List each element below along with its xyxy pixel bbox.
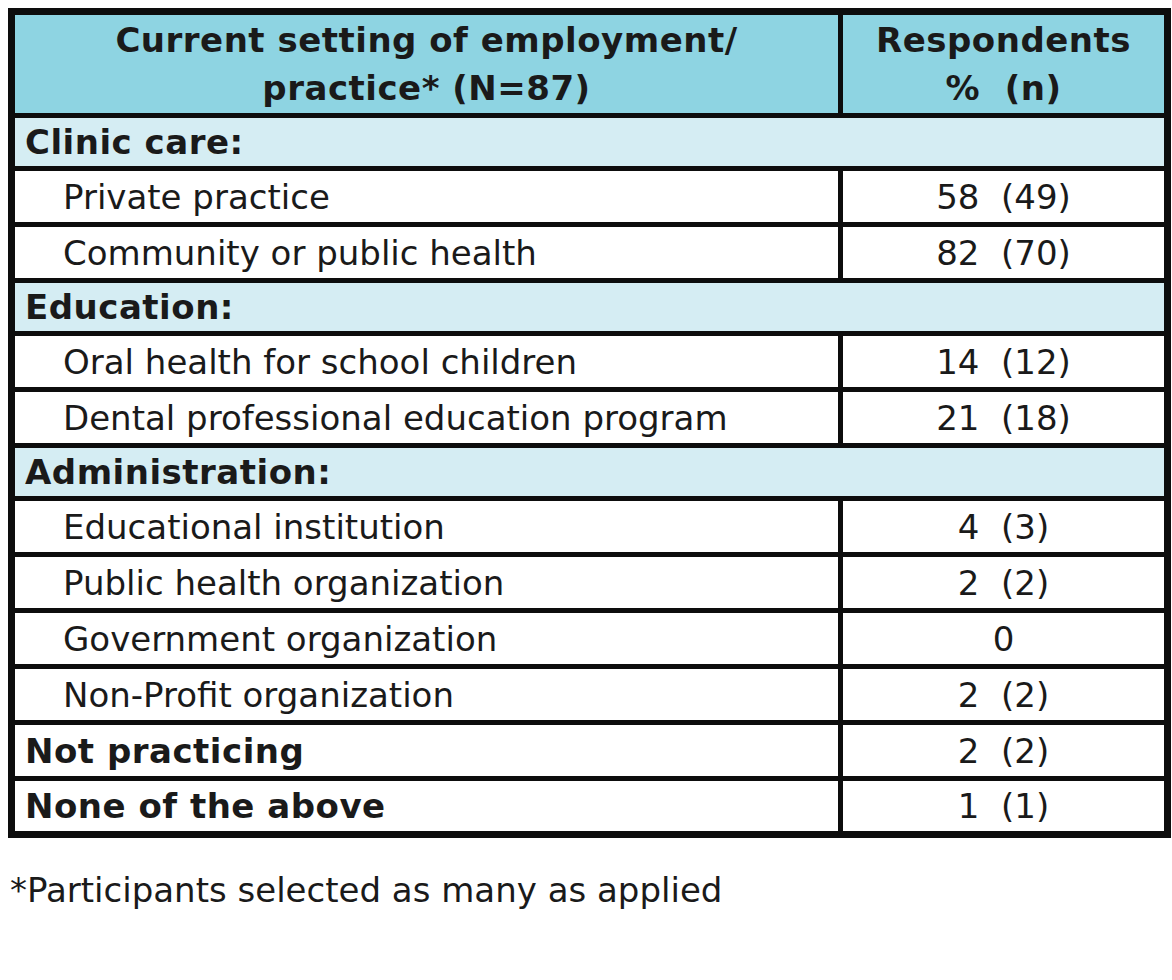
row-value: 2 (2) <box>841 555 1168 611</box>
row-value: 4 (3) <box>841 499 1168 555</box>
header-setting-column: Current setting of employment/ practice*… <box>12 12 841 116</box>
row-label: Non-Profit organization <box>12 667 841 723</box>
table-figure: Current setting of employment/ practice*… <box>0 0 1172 910</box>
header-respondents-line2: % (n) <box>847 64 1160 112</box>
total-row: Not practicing2 (2) <box>12 723 1168 779</box>
section-row: Education: <box>12 281 1168 334</box>
employment-settings-table: Current setting of employment/ practice*… <box>8 8 1171 838</box>
row-label: Dental professional education program <box>12 390 841 446</box>
row-label: None of the above <box>12 779 841 835</box>
header-respondents-line1: Respondents <box>847 16 1160 64</box>
row-label: Oral health for school children <box>12 334 841 390</box>
table-row: Non-Profit organization2 (2) <box>12 667 1168 723</box>
row-value: 58 (49) <box>841 169 1168 225</box>
table-header: Current setting of employment/ practice*… <box>12 12 1168 116</box>
table-row: Public health organization2 (2) <box>12 555 1168 611</box>
table-row: Government organization0 <box>12 611 1168 667</box>
row-value: 21 (18) <box>841 390 1168 446</box>
header-setting-line2: practice* (N=87) <box>19 64 834 112</box>
section-label: Clinic care: <box>12 116 1168 169</box>
row-value: 2 (2) <box>841 723 1168 779</box>
header-row: Current setting of employment/ practice*… <box>12 12 1168 116</box>
table-row: Community or public health82 (70) <box>12 225 1168 281</box>
footnote: *Participants selected as many as applie… <box>8 870 1164 910</box>
table-row: Dental professional education program21 … <box>12 390 1168 446</box>
row-label: Educational institution <box>12 499 841 555</box>
section-row: Administration: <box>12 446 1168 499</box>
section-label: Administration: <box>12 446 1168 499</box>
row-value: 82 (70) <box>841 225 1168 281</box>
total-row: None of the above1 (1) <box>12 779 1168 835</box>
row-value: 1 (1) <box>841 779 1168 835</box>
table-row: Oral health for school children14 (12) <box>12 334 1168 390</box>
row-label: Community or public health <box>12 225 841 281</box>
table-row: Private practice58 (49) <box>12 169 1168 225</box>
row-label: Private practice <box>12 169 841 225</box>
table-row: Educational institution4 (3) <box>12 499 1168 555</box>
row-value: 14 (12) <box>841 334 1168 390</box>
header-setting-line1: Current setting of employment/ <box>19 16 834 64</box>
table-body: Clinic care:Private practice58 (49)Commu… <box>12 116 1168 835</box>
header-respondents-column: Respondents % (n) <box>841 12 1168 116</box>
row-label: Government organization <box>12 611 841 667</box>
row-value: 2 (2) <box>841 667 1168 723</box>
section-row: Clinic care: <box>12 116 1168 169</box>
row-label: Not practicing <box>12 723 841 779</box>
section-label: Education: <box>12 281 1168 334</box>
row-label: Public health organization <box>12 555 841 611</box>
row-value: 0 <box>841 611 1168 667</box>
